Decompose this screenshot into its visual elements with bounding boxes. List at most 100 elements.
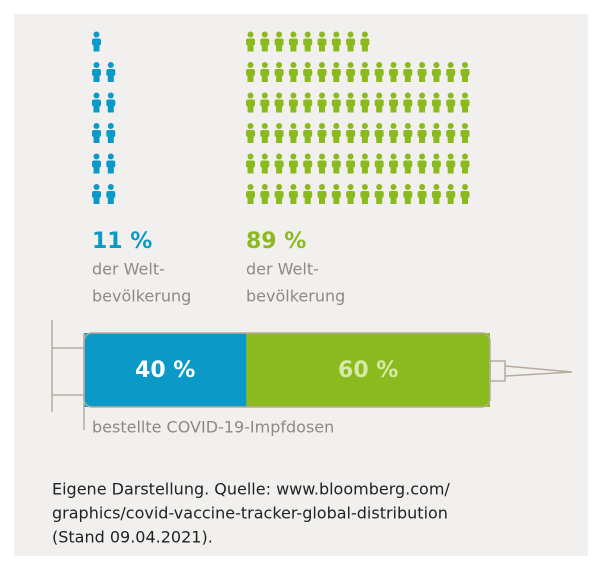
- icon-head: [94, 32, 100, 38]
- icon-legs: [248, 106, 254, 113]
- icon-head: [262, 184, 268, 190]
- icon-legs: [319, 136, 325, 143]
- icon-head: [108, 184, 114, 190]
- icon-legs: [262, 197, 268, 204]
- icon-head: [433, 93, 439, 99]
- icon-legs: [405, 75, 411, 82]
- icon-body: [275, 39, 284, 46]
- icon-head: [262, 32, 268, 38]
- icon-body: [346, 130, 355, 137]
- icon-body: [389, 130, 398, 137]
- icon-head: [248, 123, 254, 129]
- icon-body: [318, 130, 327, 137]
- icon-body: [106, 191, 115, 198]
- icon-legs: [376, 106, 382, 113]
- icon-head: [319, 123, 325, 129]
- icon-head: [433, 154, 439, 160]
- icon-head: [348, 93, 354, 99]
- icon-head: [391, 154, 397, 160]
- icon-body: [246, 130, 255, 137]
- icon-body: [275, 130, 284, 137]
- icon-head: [276, 32, 282, 38]
- icon-head: [391, 123, 397, 129]
- icon-legs: [248, 45, 254, 52]
- bar-value-label: 40 %: [135, 358, 195, 383]
- population-label: bevölkerung: [246, 287, 345, 306]
- icon-legs: [108, 75, 114, 82]
- percent-label: 89 %: [246, 229, 306, 254]
- icon-head: [108, 93, 114, 99]
- icon-head: [362, 32, 368, 38]
- icon-legs: [108, 197, 114, 204]
- icon-body: [461, 130, 470, 137]
- population-label: der Welt-: [246, 260, 319, 279]
- icon-body: [332, 130, 341, 137]
- icon-legs: [448, 106, 454, 113]
- icon-legs: [362, 45, 368, 52]
- icon-legs: [276, 106, 282, 113]
- icon-body: [389, 69, 398, 76]
- icon-head: [305, 62, 311, 68]
- icon-head: [391, 184, 397, 190]
- icon-legs: [248, 167, 254, 174]
- icon-head: [248, 184, 254, 190]
- icon-head: [248, 32, 254, 38]
- icon-body: [461, 69, 470, 76]
- icon-legs: [276, 136, 282, 143]
- icon-legs: [333, 106, 339, 113]
- icon-body: [275, 69, 284, 76]
- icon-body: [92, 100, 101, 107]
- icon-body: [289, 39, 298, 46]
- icon-head: [319, 154, 325, 160]
- icon-head: [262, 62, 268, 68]
- icon-body: [360, 39, 369, 46]
- icon-legs: [276, 167, 282, 174]
- icon-head: [94, 123, 100, 129]
- icon-legs: [319, 75, 325, 82]
- icon-legs: [348, 136, 354, 143]
- icon-head: [405, 123, 411, 129]
- icon-body: [332, 191, 341, 198]
- icon-legs: [94, 106, 100, 113]
- icon-head: [108, 62, 114, 68]
- icon-head: [348, 62, 354, 68]
- icon-legs: [248, 197, 254, 204]
- icon-head: [319, 32, 325, 38]
- icon-legs: [433, 75, 439, 82]
- icon-head: [305, 93, 311, 99]
- icon-head: [276, 123, 282, 129]
- icon-head: [419, 93, 425, 99]
- icon-legs: [391, 75, 397, 82]
- icon-body: [289, 69, 298, 76]
- icon-body: [389, 191, 398, 198]
- icon-head: [448, 154, 454, 160]
- icon-legs: [433, 106, 439, 113]
- icon-head: [448, 62, 454, 68]
- icon-head: [333, 62, 339, 68]
- icon-head: [290, 184, 296, 190]
- icon-body: [432, 191, 441, 198]
- icon-head: [290, 154, 296, 160]
- icon-legs: [262, 167, 268, 174]
- icon-legs: [448, 167, 454, 174]
- icon-head: [362, 154, 368, 160]
- icon-body: [246, 39, 255, 46]
- icon-head: [348, 123, 354, 129]
- icon-body: [92, 130, 101, 137]
- icon-head: [462, 62, 468, 68]
- icon-body: [360, 161, 369, 168]
- icon-body: [260, 130, 269, 137]
- icon-head: [319, 62, 325, 68]
- icon-body: [246, 191, 255, 198]
- bar-value-label: 60 %: [338, 358, 398, 383]
- icon-legs: [433, 167, 439, 174]
- icon-head: [448, 184, 454, 190]
- icon-body: [318, 100, 327, 107]
- icon-body: [360, 191, 369, 198]
- icon-legs: [391, 136, 397, 143]
- icon-head: [391, 62, 397, 68]
- icon-legs: [290, 45, 296, 52]
- icon-legs: [348, 106, 354, 113]
- icon-body: [303, 39, 312, 46]
- icon-legs: [319, 45, 325, 52]
